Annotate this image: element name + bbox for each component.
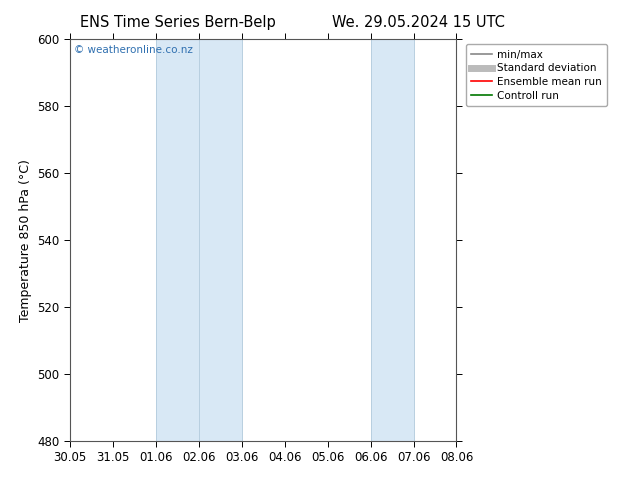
- Y-axis label: Temperature 850 hPa (°C): Temperature 850 hPa (°C): [18, 159, 32, 321]
- Text: We. 29.05.2024 15 UTC: We. 29.05.2024 15 UTC: [332, 15, 505, 30]
- Bar: [156, 39, 242, 441]
- Legend: min/max, Standard deviation, Ensemble mean run, Controll run: min/max, Standard deviation, Ensemble me…: [465, 45, 607, 106]
- Text: ENS Time Series Bern-Belp: ENS Time Series Bern-Belp: [80, 15, 275, 30]
- Bar: [370, 39, 413, 441]
- Text: © weatheronline.co.nz: © weatheronline.co.nz: [74, 45, 193, 55]
